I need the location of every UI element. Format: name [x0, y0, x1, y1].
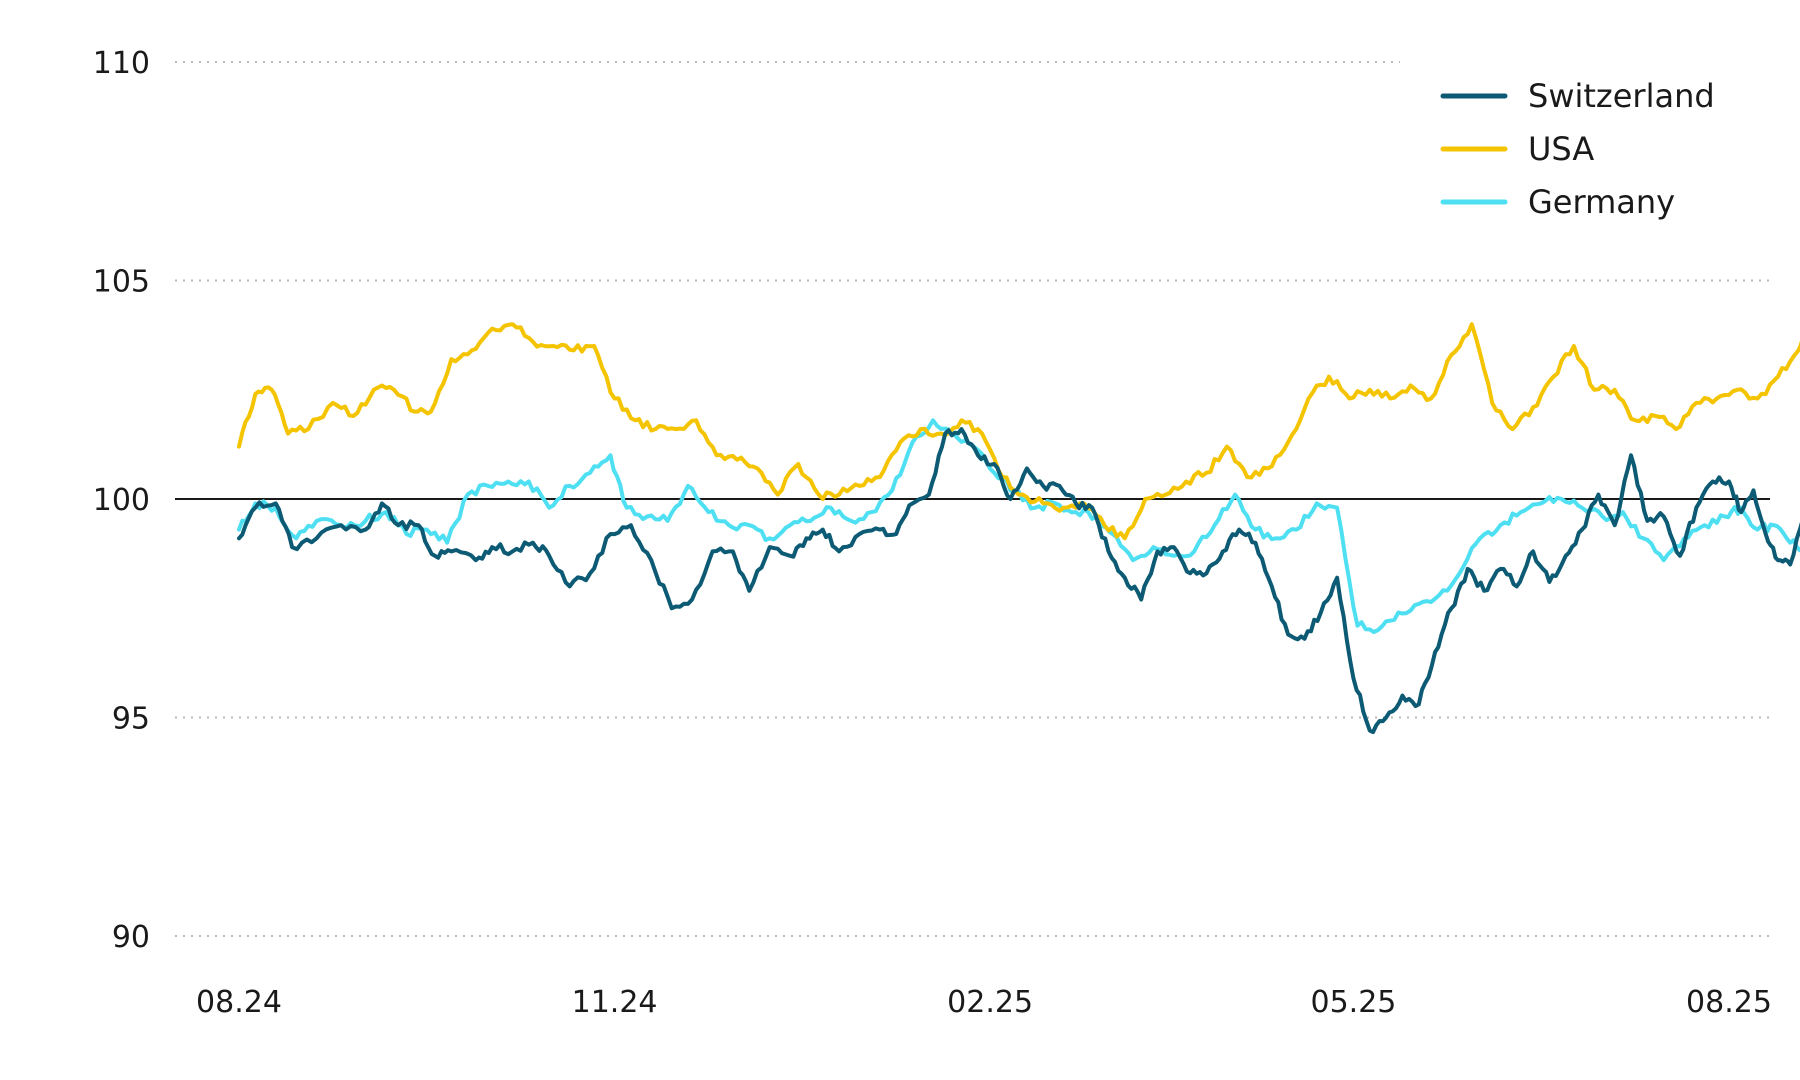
x-axis-ticks: 08.24 11.24 02.25 05.25 08.25: [196, 985, 1772, 1020]
y-axis-ticks: 90 95 100 105 110: [93, 46, 150, 955]
legend-label-usa: USA: [1528, 130, 1594, 168]
x-tick-label: 02.25: [947, 985, 1033, 1020]
x-tick-label: 08.24: [196, 985, 282, 1020]
series-line-switzerland: [237, 427, 1800, 735]
y-tick-label: 95: [112, 702, 150, 737]
grid-lines: [175, 61, 1770, 937]
y-tick-label: 110: [93, 46, 150, 81]
y-tick-label: 100: [93, 483, 150, 518]
series-line-germany: [237, 418, 1800, 635]
x-tick-label: 05.25: [1310, 985, 1396, 1020]
x-tick-label: 11.24: [572, 985, 658, 1020]
series-line-usa: [237, 322, 1800, 541]
series-lines: [237, 322, 1800, 735]
y-tick-label: 105: [93, 265, 150, 300]
legend-label-germany: Germany: [1528, 183, 1675, 221]
x-tick-label: 08.25: [1686, 985, 1772, 1020]
y-tick-label: 90: [112, 920, 150, 955]
legend-label-switzerland: Switzerland: [1528, 77, 1715, 115]
legend: Switzerland USA Germany: [1440, 77, 1715, 221]
